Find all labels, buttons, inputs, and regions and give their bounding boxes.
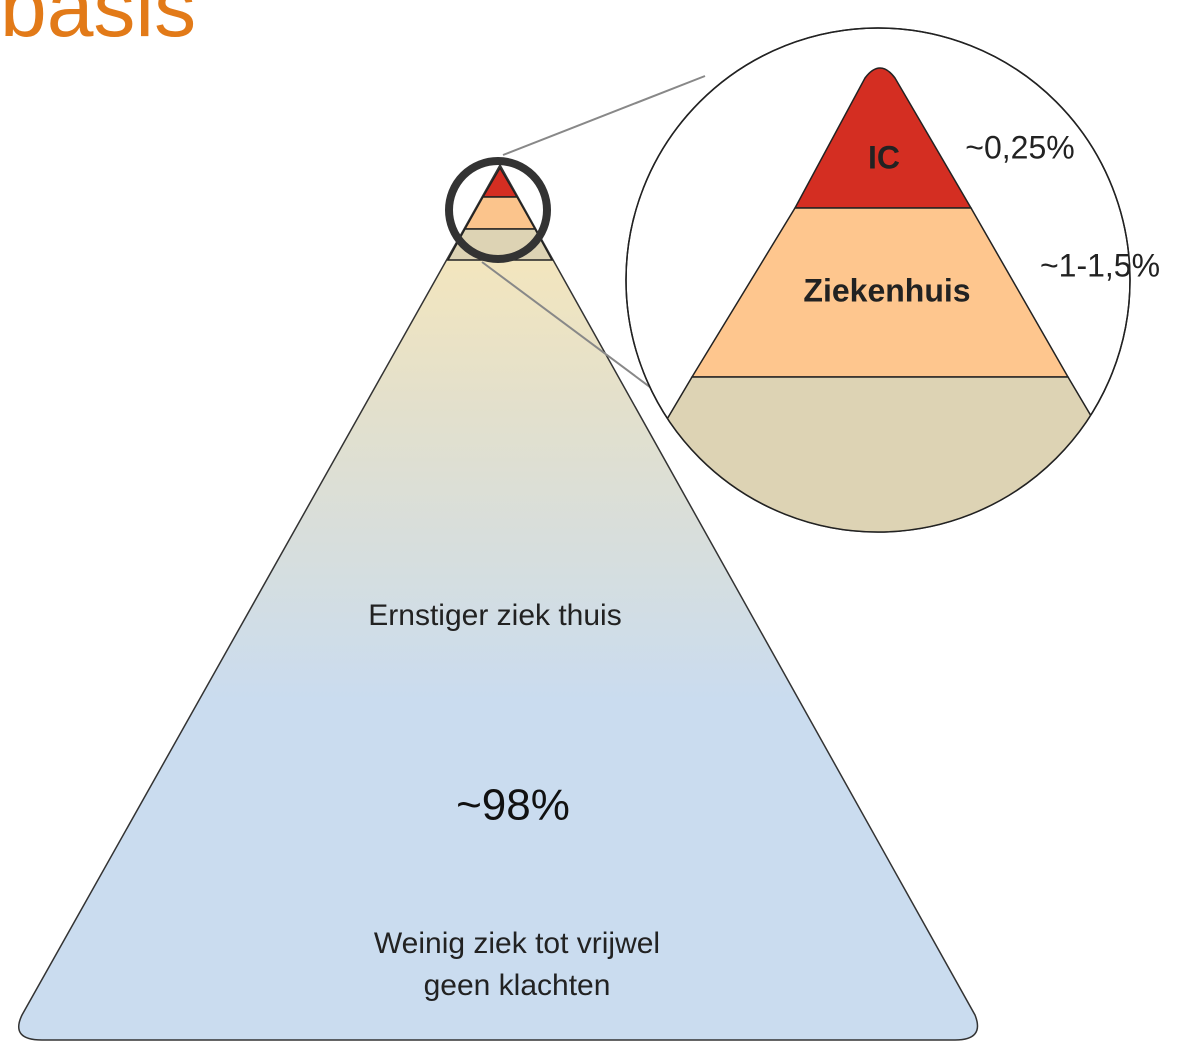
ic-segment-small [481, 166, 519, 198]
connector [481, 261, 671, 403]
ic-share: ~0,25% [965, 129, 1074, 165]
majority-share: ~98% [456, 781, 570, 830]
hospital-label: Ziekenhuis [803, 272, 970, 308]
majority-label-line: Weinig ziek tot vrijwel [374, 927, 660, 960]
focus-circle [445, 157, 551, 263]
connector [502, 75, 706, 156]
pyramid [18, 163, 979, 1041]
home-segment [626, 376, 1130, 532]
ic-segment [793, 67, 973, 209]
hospital-share: ~1-1,5% [1040, 247, 1160, 283]
ic-label: IC [868, 139, 900, 175]
majority-label-line: geen klachten [424, 969, 611, 1002]
zoom-circle-outline [625, 27, 1131, 533]
title: basis [0, 0, 196, 54]
home-label: Ernstiger ziek thuis [368, 599, 621, 632]
hospital-segment-small [463, 196, 537, 230]
